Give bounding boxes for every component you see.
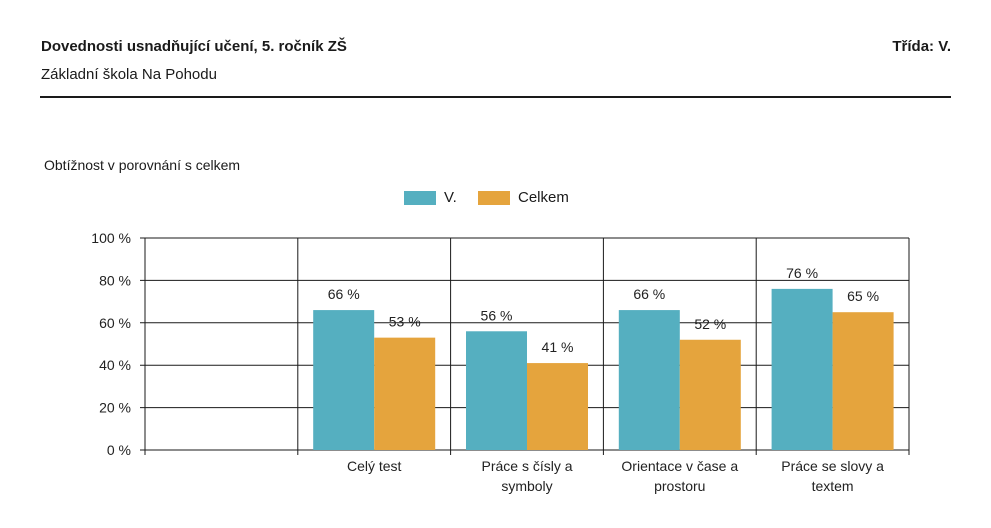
- school-name: Základní škola Na Pohodu: [41, 66, 217, 83]
- x-category-label: prostoru: [654, 478, 705, 494]
- chart-legend: V. Celkem: [0, 189, 991, 209]
- bar-value-label: 53 %: [389, 314, 421, 330]
- y-tick-label: 40 %: [99, 357, 131, 373]
- class-label: Třída: V.: [892, 38, 951, 55]
- bar-class: [466, 331, 527, 450]
- y-tick-label: 20 %: [99, 400, 131, 416]
- bar-class: [771, 288, 833, 450]
- legend-swatch-class: [404, 190, 436, 205]
- x-category-label: Práce se slovy a: [781, 458, 884, 474]
- bar-value-label: 56 %: [481, 307, 513, 323]
- x-category-label: Celý test: [347, 458, 402, 474]
- legend-label-class: V.: [444, 189, 457, 206]
- bar-value-label: 66 %: [633, 286, 665, 302]
- bar-total: [527, 363, 588, 450]
- x-category-label: symboly: [501, 478, 552, 494]
- bar-value-label: 41 %: [542, 339, 574, 355]
- bar-total: [679, 339, 741, 450]
- bar-value-label: 66 %: [328, 286, 360, 302]
- bar-total: [832, 312, 894, 450]
- legend-item-class: V.: [404, 189, 457, 206]
- bar-class: [313, 310, 375, 450]
- legend-swatch-total: [478, 190, 510, 205]
- bar-value-label: 52 %: [694, 316, 726, 332]
- bar-total: [374, 337, 436, 450]
- bar-class: [618, 310, 680, 450]
- y-tick-label: 0 %: [107, 442, 131, 458]
- y-tick-label: 60 %: [99, 315, 131, 331]
- chart-title: Obtížnost v porovnání s celkem: [44, 157, 241, 173]
- x-category-label: textem: [812, 478, 854, 494]
- y-tick-label: 80 %: [99, 272, 131, 288]
- header-divider: [40, 96, 951, 98]
- legend-label-total: Celkem: [518, 189, 569, 206]
- y-tick-label: 100 %: [91, 230, 131, 246]
- x-category-label: Práce s čísly a: [481, 458, 572, 474]
- report-title: Dovednosti usnadňující učení, 5. ročník …: [41, 38, 347, 55]
- bar-value-label: 65 %: [847, 288, 879, 304]
- x-category-label: Orientace v čase a: [621, 458, 738, 474]
- legend-item-total: Celkem: [478, 189, 569, 206]
- bar-value-label: 76 %: [786, 265, 818, 281]
